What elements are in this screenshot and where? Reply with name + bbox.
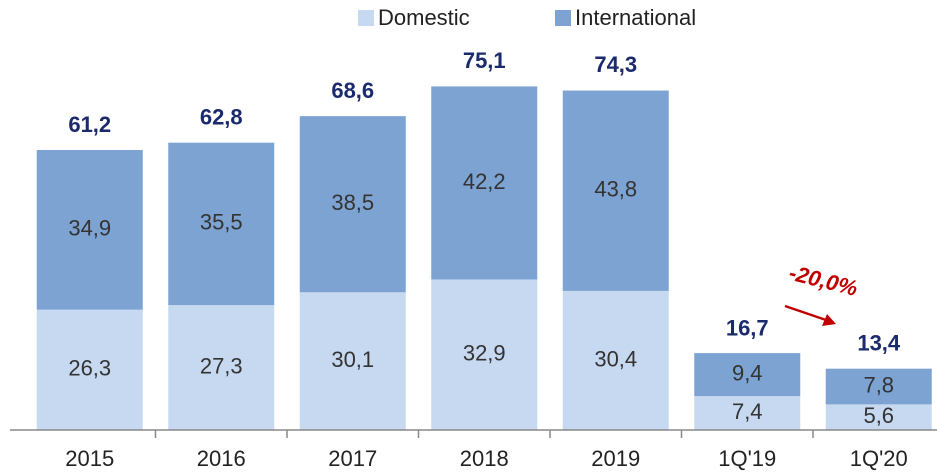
x-tick-label: 2017: [328, 446, 377, 471]
total-label: 13,4: [857, 331, 901, 356]
value-label: 35,5: [200, 210, 243, 235]
value-label: 9,4: [732, 360, 763, 385]
value-label: 5,6: [863, 403, 894, 428]
total-label: 75,1: [463, 48, 506, 73]
bar-segment: [431, 86, 538, 280]
arrow: [784, 304, 827, 322]
value-label: 32,9: [463, 341, 506, 366]
x-tick-label: 1Q'19: [718, 446, 776, 471]
legend-swatch: [555, 10, 571, 26]
value-label: 30,4: [594, 346, 637, 371]
x-tick-label: 2018: [460, 446, 509, 471]
total-label: 74,3: [594, 52, 637, 77]
arrow-head: [822, 314, 836, 326]
x-tick-label: 2019: [591, 446, 640, 471]
bar-segment: [431, 279, 538, 430]
bar-segment: [36, 309, 143, 430]
x-tick-label: 1Q'20: [850, 446, 908, 471]
bar-segment: [168, 305, 275, 430]
total-label: 61,2: [68, 112, 111, 137]
total-label: 62,8: [200, 105, 243, 130]
value-label: 27,3: [200, 353, 243, 378]
value-label: 30,1: [331, 347, 374, 372]
value-label: 38,5: [331, 190, 374, 215]
bar-segment: [694, 353, 801, 397]
value-label: 7,8: [863, 372, 894, 397]
x-tick-label: 2016: [197, 446, 246, 471]
value-label: 26,3: [68, 356, 111, 381]
bar-segment: [562, 90, 669, 291]
bar-segment: [299, 116, 406, 293]
legend-label: Domestic: [378, 5, 470, 30]
bar-segment: [562, 290, 669, 430]
bar-segment: [36, 150, 143, 310]
value-label: 42,2: [463, 169, 506, 194]
total-label: 16,7: [726, 315, 769, 340]
total-label: 68,6: [331, 78, 374, 103]
annotation: -20,0%: [787, 260, 861, 301]
value-label: 43,8: [594, 177, 637, 202]
legend-swatch: [358, 10, 374, 26]
bar-segment: [825, 368, 932, 405]
bar-segment: [825, 404, 932, 430]
bar-segment: [299, 292, 406, 430]
x-tick-label: 2015: [65, 446, 114, 471]
value-label: 7,4: [732, 399, 763, 424]
legend-label: International: [575, 5, 696, 30]
value-label: 34,9: [68, 216, 111, 241]
bar-segment: [168, 142, 275, 306]
bar-segment: [694, 396, 801, 430]
